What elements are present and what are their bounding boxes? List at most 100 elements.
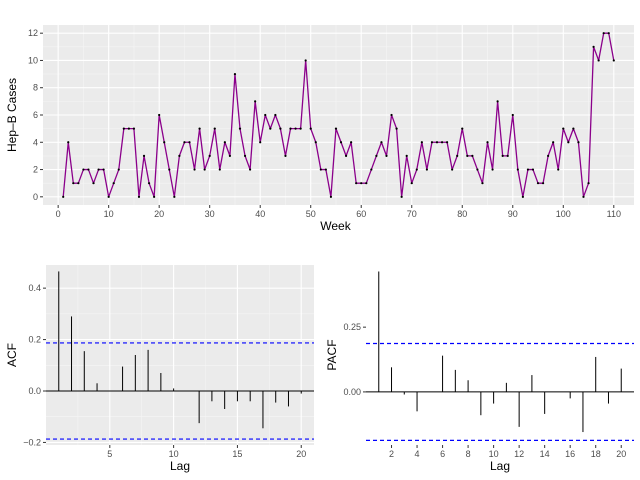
data-point [249,168,252,171]
data-point [350,141,353,144]
x-tick-label: 80 [457,209,467,219]
data-point [541,182,545,185]
data-point [183,141,186,144]
series-marks [62,32,615,198]
x-tick-label: 16 [565,449,575,459]
x-tick-label: 100 [556,209,571,219]
data-point [112,182,115,185]
y-tick-label: 0.0 [28,386,41,396]
data-point [274,113,277,117]
data-point [62,195,65,198]
data-point [557,168,560,171]
data-point [284,154,287,158]
data-point [299,127,302,130]
x-tick-label: 4 [415,449,420,459]
data-point [122,127,125,130]
data-point [572,127,575,130]
x-tick-label: 10 [489,449,499,459]
data-point [415,168,418,171]
data-point [77,182,80,185]
data-point [193,168,196,171]
series-marks [46,271,314,440]
data-point [395,127,398,130]
data-point [405,154,408,158]
data-point [213,127,216,130]
data-point [254,100,257,103]
data-point [294,127,297,130]
data-point [607,32,610,35]
data-point [67,141,70,144]
data-point [461,127,464,130]
x-tick-label: 14 [540,449,550,459]
data-point [562,127,565,130]
x-tick-label: 20 [616,449,626,459]
data-point [153,195,156,198]
y-axis-title: ACF [5,343,19,367]
data-point [304,59,307,62]
y-tick-label: 8 [33,83,38,93]
data-point [72,182,75,185]
axis-ticks: 5 10 15 20 −0.2 0.0 0.2 0.4 [23,283,306,459]
data-point [430,141,434,144]
x-tick-label: 20 [296,449,306,459]
x-tick-label: 50 [306,209,316,219]
data-point [117,168,120,171]
data-point [486,141,489,144]
data-point [238,127,242,130]
x-tick-label: 110 [607,209,621,219]
data-point [491,168,494,171]
data-point [420,141,423,144]
data-point [344,154,348,158]
data-point [400,195,403,198]
data-point [324,168,327,171]
data-point [334,127,338,130]
series-line [62,32,615,198]
y-axis-title: PACF [325,339,339,370]
data-point [228,154,231,158]
y-tick-label: 6 [33,110,38,120]
x-tick-label: 15 [232,449,242,459]
data-point [592,45,595,48]
data-point [329,195,333,198]
data-point [526,168,530,171]
data-point [410,182,413,185]
data-point [582,195,585,198]
data-point [233,72,237,76]
data-point [521,195,524,198]
x-tick-label: 18 [591,449,601,459]
y-axis-title: Hep–B Cases [5,78,19,152]
data-point [536,182,540,185]
data-point [531,168,535,171]
data-point [264,113,267,117]
data-point [440,141,444,144]
data-point [501,154,504,158]
data-point [481,182,484,185]
data-point [390,113,393,117]
y-tick-label: −0.2 [23,437,41,447]
x-tick-label: 20 [154,209,164,219]
data-point [87,168,90,171]
x-axis-title: Lag [490,459,510,473]
data-point [132,127,136,130]
data-point [577,141,580,144]
data-point [289,127,292,130]
data-point [142,154,146,158]
data-point [102,168,105,171]
x-tick-label: 70 [407,209,417,219]
x-tick-label: 2 [389,449,394,459]
data-point [208,154,211,158]
x-tick-label: 6 [440,449,445,459]
data-point [471,154,474,158]
data-point [360,182,363,185]
data-point [314,141,317,144]
data-point [425,168,428,171]
data-point [612,59,615,62]
data-point [370,168,373,171]
data-point [365,182,368,185]
data-point [597,59,600,62]
y-tick-label: 12 [28,28,38,38]
pacf-chart: 2 4 6 8 10 12 14 16 18 20 0.00 0.25 Lag PACF [325,265,634,473]
y-tick-label: 10 [28,55,38,65]
